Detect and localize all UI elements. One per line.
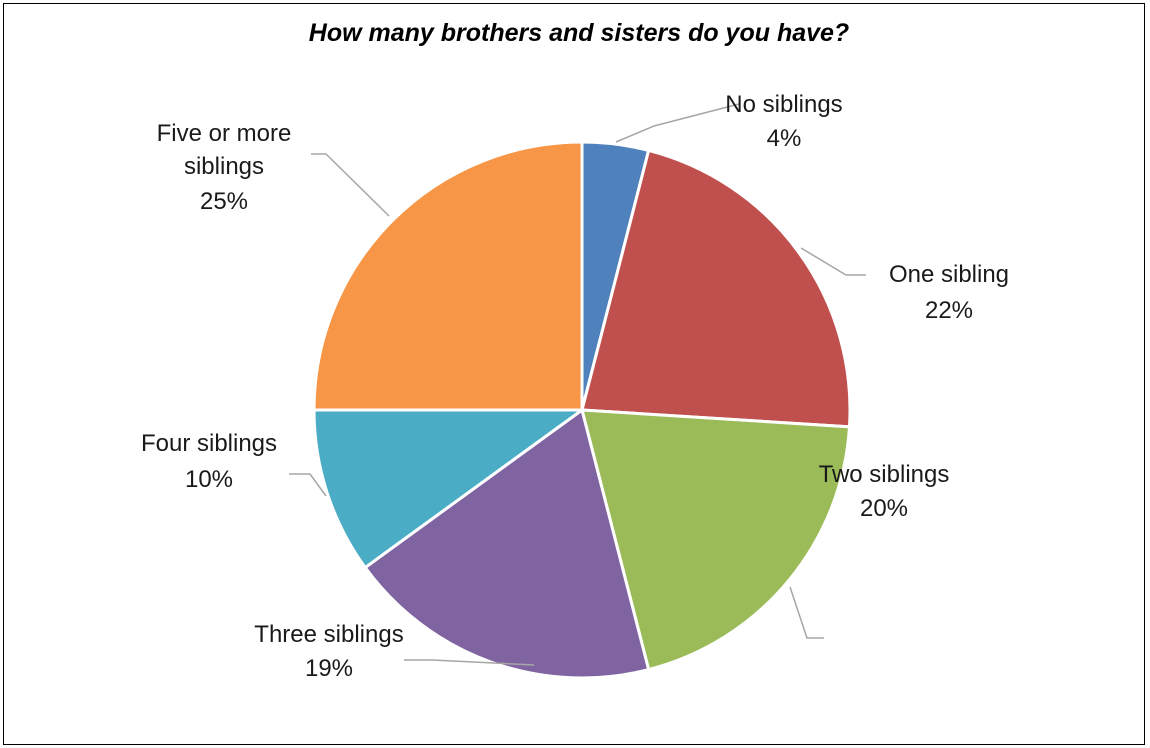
pie-slice-five-or-more-siblings bbox=[312, 140, 584, 412]
leader-line-one-sibling bbox=[800, 247, 866, 276]
data-label-category-no-siblings: No siblings bbox=[725, 91, 842, 118]
data-label-category-one-sibling: One sibling bbox=[889, 261, 1009, 288]
data-label-value-five-or-more-siblings: 25% bbox=[200, 188, 248, 215]
leader-line-five-or-more-siblings bbox=[311, 153, 390, 217]
data-label-category-five-or-more-siblings: siblings bbox=[184, 153, 264, 180]
pie-slices bbox=[312, 140, 852, 680]
data-label-category-three-siblings: Three siblings bbox=[254, 621, 403, 648]
pie-slice-one-sibling bbox=[580, 148, 852, 429]
chart-title: How many brothers and sisters do you hav… bbox=[309, 19, 849, 47]
leader-line-four-siblings bbox=[289, 473, 327, 497]
data-labels: No siblings 4% One sibling 22% Two siblings 2… bbox=[141, 91, 1009, 682]
data-label-value-no-siblings: 4% bbox=[767, 125, 802, 152]
pie-slice-two-siblings bbox=[580, 408, 852, 672]
data-label-value-three-siblings: 19% bbox=[305, 655, 353, 682]
leader-line-two-siblings bbox=[789, 586, 824, 639]
data-label-category-two-siblings: Two siblings bbox=[819, 461, 950, 488]
chart-frame: How many brothers and sisters do you hav… bbox=[3, 3, 1145, 745]
leader-lines bbox=[289, 103, 866, 666]
pie-chart: How many brothers and sisters do you hav… bbox=[141, 19, 1009, 682]
data-label-category-four-siblings: Four siblings bbox=[141, 430, 277, 457]
data-label-value-one-sibling: 22% bbox=[925, 297, 973, 324]
pie-slice-four-siblings bbox=[312, 408, 587, 570]
data-label-value-two-siblings: 20% bbox=[860, 495, 908, 522]
leader-line-three-siblings bbox=[404, 659, 535, 666]
leader-line-no-siblings bbox=[615, 103, 740, 143]
data-label-value-four-siblings: 10% bbox=[185, 466, 233, 493]
data-label-category-five-or-more-siblings: Five or more bbox=[157, 120, 292, 147]
